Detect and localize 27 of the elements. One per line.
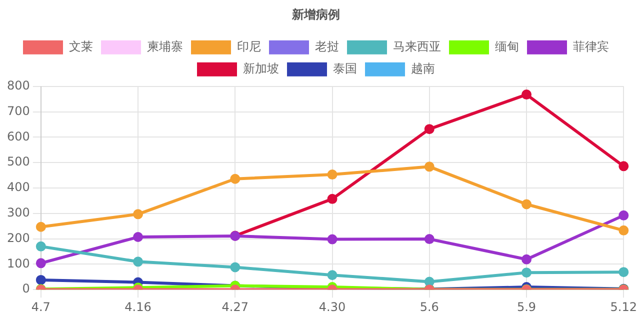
legend-label: 泰国 [333,62,357,76]
x-tick-label: 4.27 [222,300,249,314]
y-tick-label: 200 [7,230,30,245]
x-tick-label: 4.16 [124,300,152,314]
y-tick-label: 700 [7,104,30,118]
legend-label: 马来西亚 [393,40,441,54]
legend-label: 柬埔寨 [147,40,183,54]
legend-label: 老挝 [315,40,339,54]
y-tick-label: 500 [7,154,30,169]
x-tick-label: 4.7 [31,300,50,314]
y-tick-label: 100 [7,256,30,270]
chart-title: 新增病例 [291,7,340,22]
x-tick-label: 5.12 [610,300,637,314]
y-tick-label: 300 [7,206,30,220]
x-tick-label: 5.9 [516,300,536,314]
legend-label: 文莱 [69,40,93,54]
x-tick-label: 4.30 [318,300,346,314]
legend-label: 菲律宾 [573,40,609,54]
y-tick-label: 400 [7,180,30,194]
legend-label: 印尼 [237,40,261,54]
y-tick-label: 600 [7,129,30,144]
legend-label: 新加坡 [243,62,279,76]
legend-label: 越南 [411,62,435,76]
y-tick-label: 800 [7,78,30,93]
x-tick-label: 5.6 [420,300,439,314]
y-tick-label: 0 [22,282,30,296]
legend-label: 缅甸 [495,40,519,54]
